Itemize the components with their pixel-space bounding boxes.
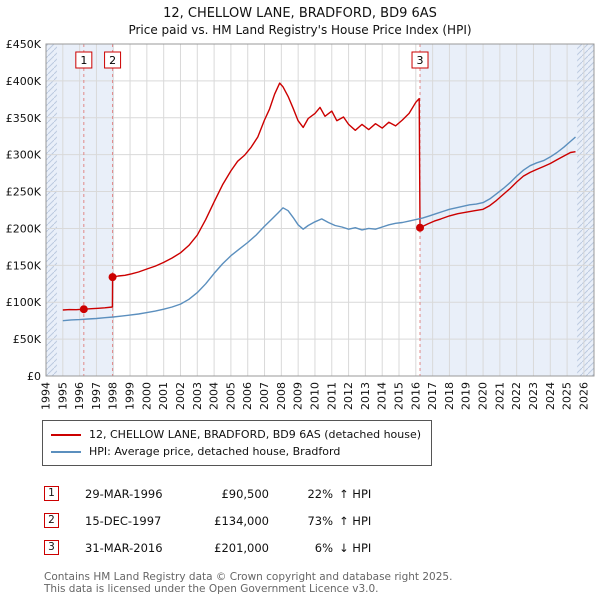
svg-text:1999: 1999: [124, 382, 137, 410]
svg-text:2000: 2000: [140, 382, 153, 410]
transaction-price: £201,000: [214, 540, 269, 555]
svg-text:2006: 2006: [241, 382, 254, 410]
svg-text:2011: 2011: [325, 382, 338, 410]
transaction-row: 3 31-MAR-2016 £201,000 6% ↓ HPI: [44, 534, 600, 561]
svg-text:2010: 2010: [308, 382, 321, 410]
transaction-row: 1 29-MAR-1996 £90,500 22% ↑ HPI: [44, 480, 600, 507]
transaction-hpi-direction: ↑ HPI: [339, 486, 372, 501]
svg-text:2021: 2021: [493, 382, 506, 410]
svg-text:£300K: £300K: [6, 149, 42, 162]
legend-item-hpi: HPI: Average price, detached house, Brad…: [51, 443, 421, 460]
chart-area: 1 2 3 £0 £50K £100K £150K £200K £250K £300K £350K £…: [0, 38, 600, 416]
svg-text:2: 2: [109, 54, 116, 67]
legend-label-price-paid: 12, CHELLOW LANE, BRADFORD, BD9 6AS (det…: [89, 428, 422, 441]
svg-text:2005: 2005: [224, 382, 237, 410]
transaction-number-badge: 2: [44, 513, 59, 528]
svg-text:2026: 2026: [577, 382, 590, 410]
transaction-date: 15-DEC-1997: [85, 513, 162, 528]
page-subtitle: Price paid vs. HM Land Registry's House …: [128, 23, 472, 37]
svg-text:1994: 1994: [40, 382, 53, 410]
hpi-line-swatch: [51, 450, 81, 453]
svg-text:1997: 1997: [90, 382, 103, 410]
transaction-row: 2 15-DEC-1997 £134,000 73% ↑ HPI: [44, 507, 600, 534]
transaction-number-badge: 3: [44, 540, 59, 555]
svg-text:2025: 2025: [561, 382, 574, 410]
price-paid-line-swatch: [51, 433, 81, 436]
svg-text:2019: 2019: [460, 382, 473, 410]
transaction-hpi-percent: 22%: [307, 486, 333, 501]
transaction-number-badge: 1: [44, 486, 59, 501]
svg-text:£200K: £200K: [6, 222, 42, 235]
svg-text:£450K: £450K: [6, 38, 42, 51]
transaction-hpi-percent: 6%: [314, 540, 333, 555]
svg-text:1: 1: [80, 54, 87, 67]
footer-line-1: Contains HM Land Registry data © Crown c…: [44, 571, 453, 583]
svg-text:2014: 2014: [376, 382, 389, 410]
svg-text:£50K: £50K: [13, 333, 42, 346]
svg-text:£100K: £100K: [6, 296, 42, 309]
svg-text:1996: 1996: [73, 382, 86, 410]
transaction-hpi-direction: ↓ HPI: [339, 540, 372, 555]
svg-text:2012: 2012: [342, 382, 355, 410]
transaction-hpi-direction: ↑ HPI: [339, 513, 372, 528]
svg-text:2001: 2001: [157, 382, 170, 410]
svg-text:2018: 2018: [443, 382, 456, 410]
svg-text:£400K: £400K: [6, 75, 42, 88]
svg-text:2015: 2015: [393, 382, 406, 410]
svg-text:2008: 2008: [275, 382, 288, 410]
transaction-hpi-percent: 73%: [307, 513, 333, 528]
transaction-date: 29-MAR-1996: [85, 486, 163, 501]
svg-text:2016: 2016: [409, 382, 422, 410]
transaction-price: £90,500: [221, 486, 269, 501]
svg-text:2023: 2023: [527, 382, 540, 410]
svg-text:2003: 2003: [191, 382, 204, 410]
svg-text:2017: 2017: [426, 382, 439, 410]
svg-text:2013: 2013: [359, 382, 372, 410]
svg-text:2004: 2004: [208, 382, 221, 410]
price-chart: 1 2 3 £0 £50K £100K £150K £200K £250K £300K £350K £…: [6, 38, 595, 410]
svg-text:2007: 2007: [258, 382, 271, 410]
transactions-table: 1 29-MAR-1996 £90,500 22% ↑ HPI 2 15-DEC…: [44, 480, 600, 561]
transaction-date: 31-MAR-2016: [85, 540, 163, 555]
svg-text:£0: £0: [27, 370, 41, 383]
footer-line-2: This data is licensed under the Open Gov…: [44, 583, 379, 595]
page-title: 12, CHELLOW LANE, BRADFORD, BD9 6AS: [163, 6, 437, 21]
svg-text:2024: 2024: [544, 382, 557, 410]
svg-text:£250K: £250K: [6, 186, 42, 199]
license-footer: Contains HM Land Registry data © Crown c…: [44, 571, 600, 595]
svg-text:£350K: £350K: [6, 112, 42, 125]
svg-text:1998: 1998: [107, 382, 120, 410]
chart-header: 12, CHELLOW LANE, BRADFORD, BD9 6AS Pric…: [0, 0, 600, 38]
svg-text:2020: 2020: [477, 382, 490, 410]
svg-text:2002: 2002: [174, 382, 187, 410]
legend-label-hpi: HPI: Average price, detached house, Brad…: [89, 445, 341, 458]
chart-legend: 12, CHELLOW LANE, BRADFORD, BD9 6AS (det…: [42, 420, 433, 466]
svg-text:2022: 2022: [510, 382, 523, 410]
svg-text:2009: 2009: [292, 382, 305, 410]
legend-item-price-paid: 12, CHELLOW LANE, BRADFORD, BD9 6AS (det…: [51, 426, 421, 443]
svg-text:£150K: £150K: [6, 259, 42, 272]
transaction-price: £134,000: [214, 513, 269, 528]
svg-text:3: 3: [417, 54, 424, 67]
svg-text:1995: 1995: [56, 382, 69, 410]
